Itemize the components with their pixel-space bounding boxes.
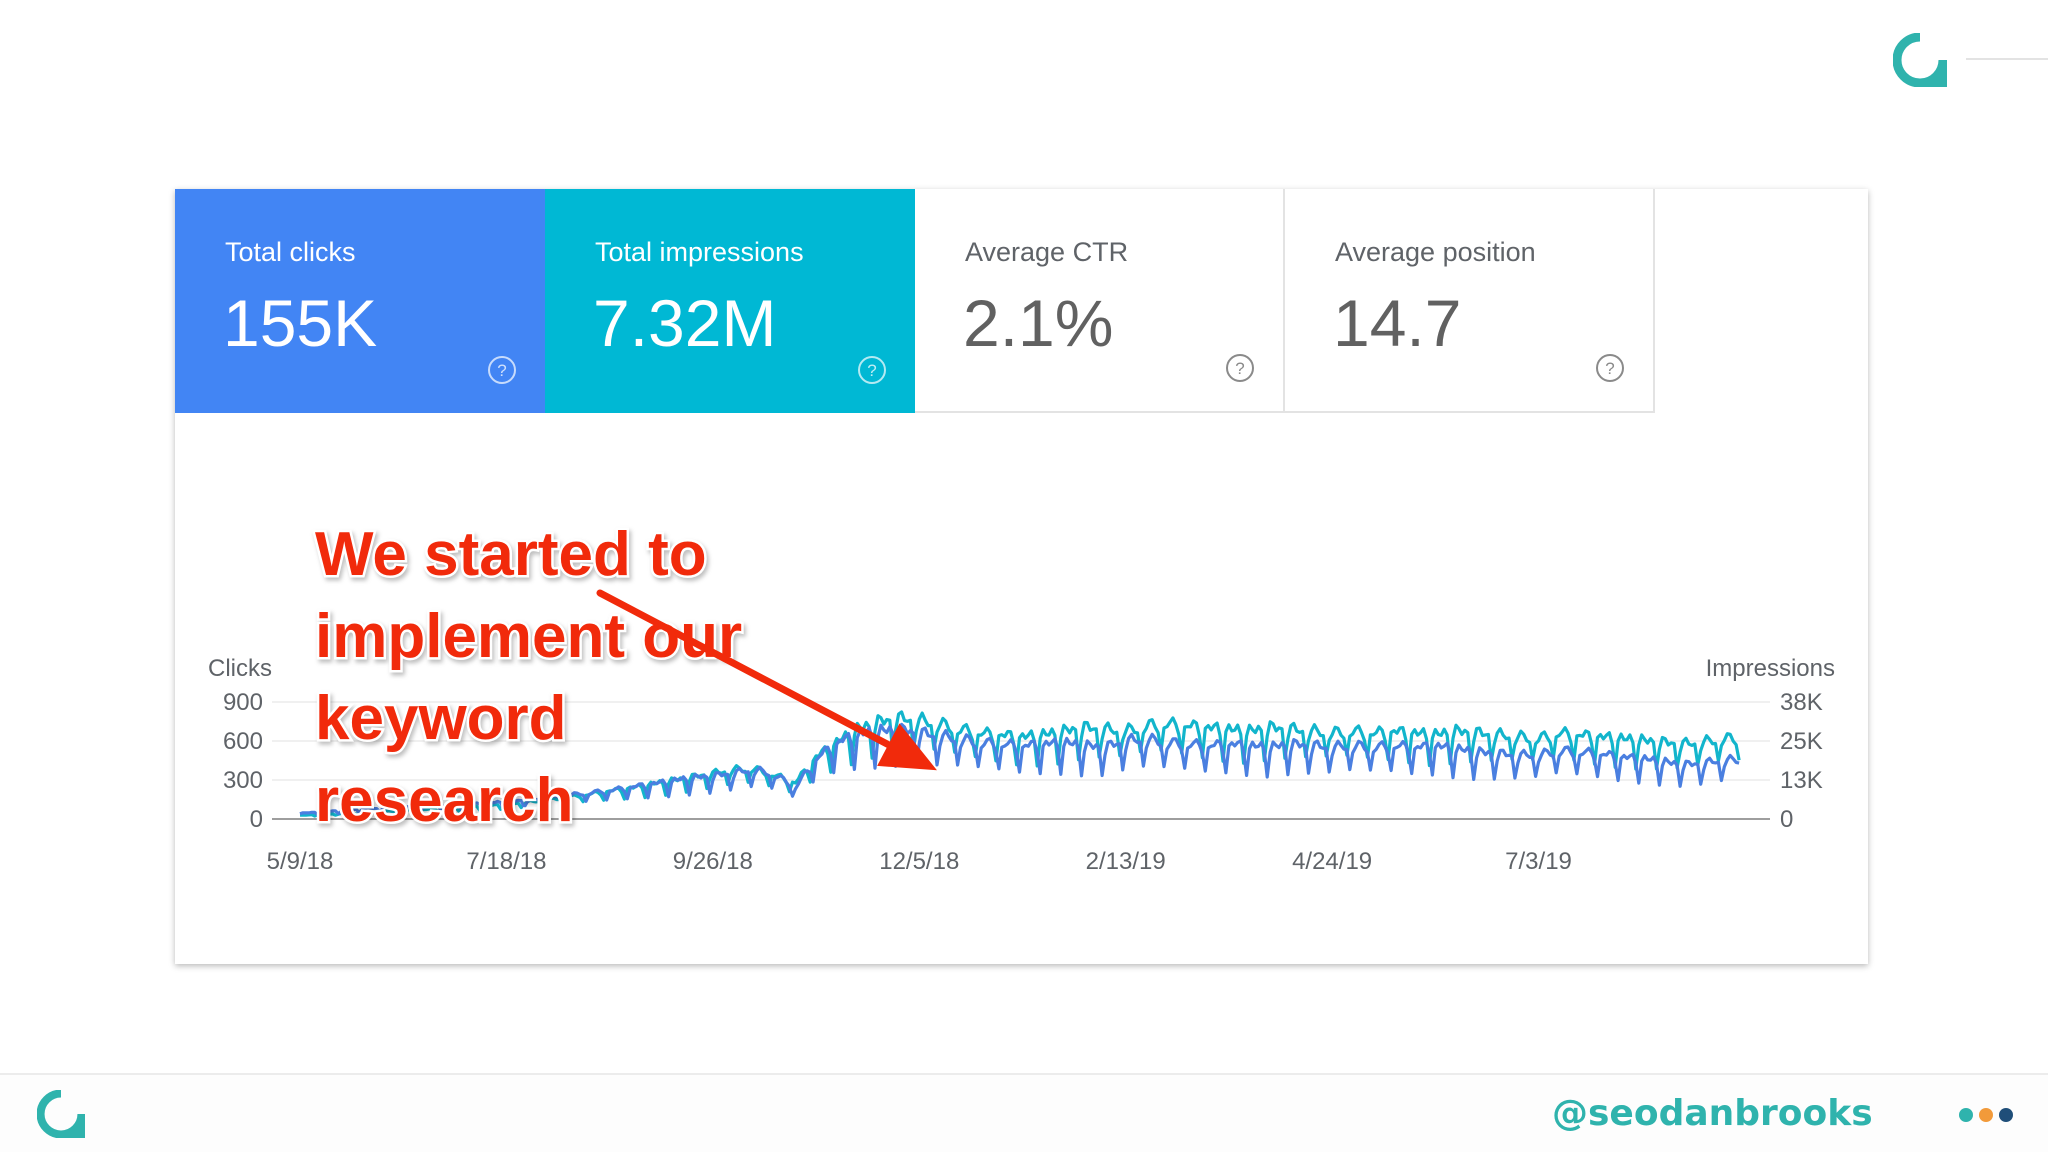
annotation-line: We started to (315, 520, 707, 589)
footer-divider (0, 1073, 2048, 1075)
help-circle-icon[interactable]: ? (1595, 353, 1625, 383)
x-tick-label: 5/9/18 (267, 848, 334, 875)
y-left-tick-label: 0 (250, 806, 263, 833)
series-line-clicks (299, 722, 1740, 817)
svg-text:?: ? (1235, 359, 1244, 378)
x-tick-label: 9/26/18 (673, 848, 753, 875)
x-tick-label: 7/18/18 (466, 848, 546, 875)
help-circle-icon[interactable]: ? (487, 355, 517, 385)
x-tick-label: 2/13/19 (1086, 848, 1166, 875)
annotation-line: research (315, 766, 574, 835)
dot-orange (1979, 1108, 1993, 1122)
dot-navy (1999, 1108, 2013, 1122)
x-tick-label: 12/5/18 (879, 848, 959, 875)
y-right-tick-label: 38K (1780, 689, 1823, 716)
left-axis-title: Clicks (208, 655, 272, 682)
x-tick-label: 4/24/19 (1292, 848, 1372, 875)
y-right-tick-label: 25K (1780, 728, 1823, 755)
brand-logo-icon (37, 1090, 85, 1138)
metric-value: 7.32M (593, 286, 777, 360)
annotation-arrow-shaft (596, 589, 892, 749)
dot-teal (1959, 1108, 1973, 1122)
footer-bar (0, 1075, 2048, 1152)
metric-value: 14.7 (1333, 286, 1462, 360)
y-left-tick-label: 900 (223, 689, 263, 716)
y-right-tick-label: 13K (1780, 767, 1823, 794)
y-left-tick-label: 600 (223, 728, 263, 755)
metric-value: 2.1% (963, 286, 1114, 360)
y-right-tick-label: 0 (1780, 806, 1793, 833)
annotation-line: implement our (315, 602, 742, 671)
metric-label: Average CTR (965, 237, 1129, 267)
metric-tile-average-ctr[interactable]: Average CTR 2.1% ? (915, 189, 1285, 413)
brand-logo-icon (1893, 33, 1947, 87)
search-performance-card: Total clicks 155K ? Total impressions 7.… (175, 189, 1868, 964)
metric-tile-average-position[interactable]: Average position 14.7 ? (1285, 189, 1655, 413)
y-left-tick-label: 300 (223, 767, 263, 794)
right-axis-title: Impressions (1706, 655, 1835, 682)
metric-label: Total clicks (225, 237, 356, 267)
metric-tile-total-clicks[interactable]: Total clicks 155K ? (175, 189, 545, 413)
svg-text:?: ? (497, 361, 506, 380)
metric-value: 155K (223, 286, 378, 360)
metric-label: Total impressions (595, 237, 804, 267)
header-divider (1966, 58, 2048, 60)
annotation-arrow-head (877, 723, 937, 771)
svg-text:?: ? (867, 361, 876, 380)
metric-tile-total-impressions[interactable]: Total impressions 7.32M ? (545, 189, 915, 413)
help-circle-icon[interactable]: ? (857, 355, 887, 385)
annotation-line: keyword (315, 684, 567, 753)
metric-label: Average position (1335, 237, 1536, 267)
help-circle-icon[interactable]: ? (1225, 353, 1255, 383)
svg-text:?: ? (1605, 359, 1614, 378)
series-line-impressions (299, 710, 1741, 818)
x-tick-label: 7/3/19 (1505, 848, 1572, 875)
author-handle: @seodanbrooks (1552, 1093, 1873, 1134)
slide-dots-icon (1959, 1108, 2013, 1122)
